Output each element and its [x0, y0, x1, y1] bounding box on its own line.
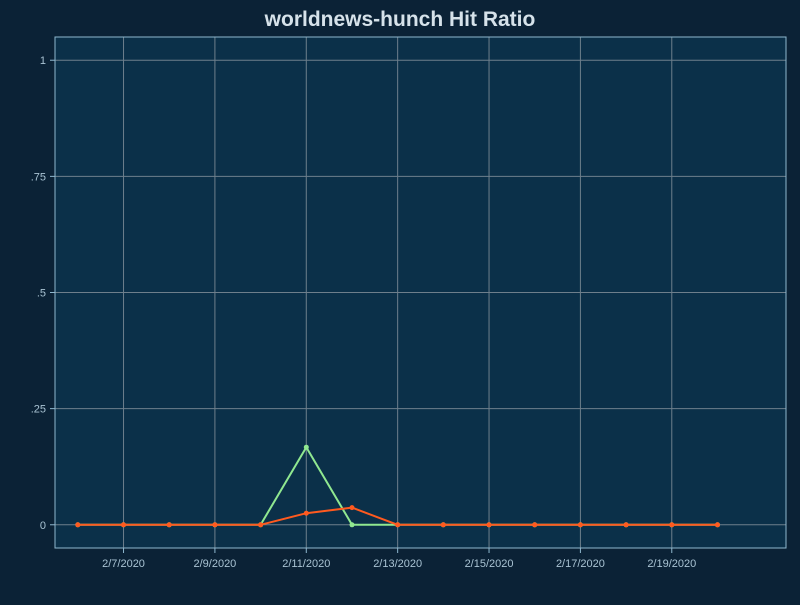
- data-point[interactable]: [212, 522, 218, 528]
- data-point[interactable]: [715, 522, 720, 528]
- data-point[interactable]: [349, 505, 355, 511]
- x-tick-label: 2/11/2020: [282, 558, 330, 570]
- data-point[interactable]: [303, 444, 309, 450]
- y-tick-label: 0: [40, 520, 46, 532]
- data-point[interactable]: [532, 522, 538, 528]
- data-point[interactable]: [395, 522, 401, 528]
- grid-lines: [55, 37, 786, 548]
- x-tick-label: 2/15/2020: [465, 558, 514, 570]
- data-point[interactable]: [166, 522, 172, 528]
- data-point[interactable]: [440, 522, 446, 528]
- y-tick-label: .5: [37, 288, 46, 300]
- data-point[interactable]: [669, 522, 675, 528]
- x-tick-label: 2/7/2020: [102, 558, 145, 570]
- y-axis-ticks: 0 .25 .5 .75 1: [31, 55, 55, 532]
- x-tick-label: 2/13/2020: [373, 558, 422, 570]
- data-point[interactable]: [121, 522, 126, 528]
- plot-border: [54, 36, 787, 549]
- data-point[interactable]: [577, 522, 583, 528]
- y-tick-label: 1: [40, 55, 46, 67]
- data-point[interactable]: [258, 522, 264, 528]
- x-axis-ticks: 2/7/2020 2/9/2020 2/11/2020 2/13/2020 2/15/2…: [102, 548, 696, 570]
- x-tick-label: 2/19/2020: [647, 558, 696, 570]
- data-point[interactable]: [486, 522, 492, 528]
- data-point[interactable]: [349, 522, 355, 528]
- x-tick-label: 2/17/2020: [556, 558, 605, 570]
- series-2: [75, 505, 720, 528]
- data-point[interactable]: [303, 510, 309, 516]
- data-point[interactable]: [623, 522, 629, 528]
- y-tick-label: .25: [31, 404, 46, 416]
- x-tick-label: 2/9/2020: [193, 558, 236, 570]
- y-tick-label: .75: [31, 171, 46, 183]
- series-lines: [75, 444, 720, 528]
- chart-title: worldnews-hunch Hit Ratio: [264, 8, 536, 31]
- data-point[interactable]: [75, 522, 81, 528]
